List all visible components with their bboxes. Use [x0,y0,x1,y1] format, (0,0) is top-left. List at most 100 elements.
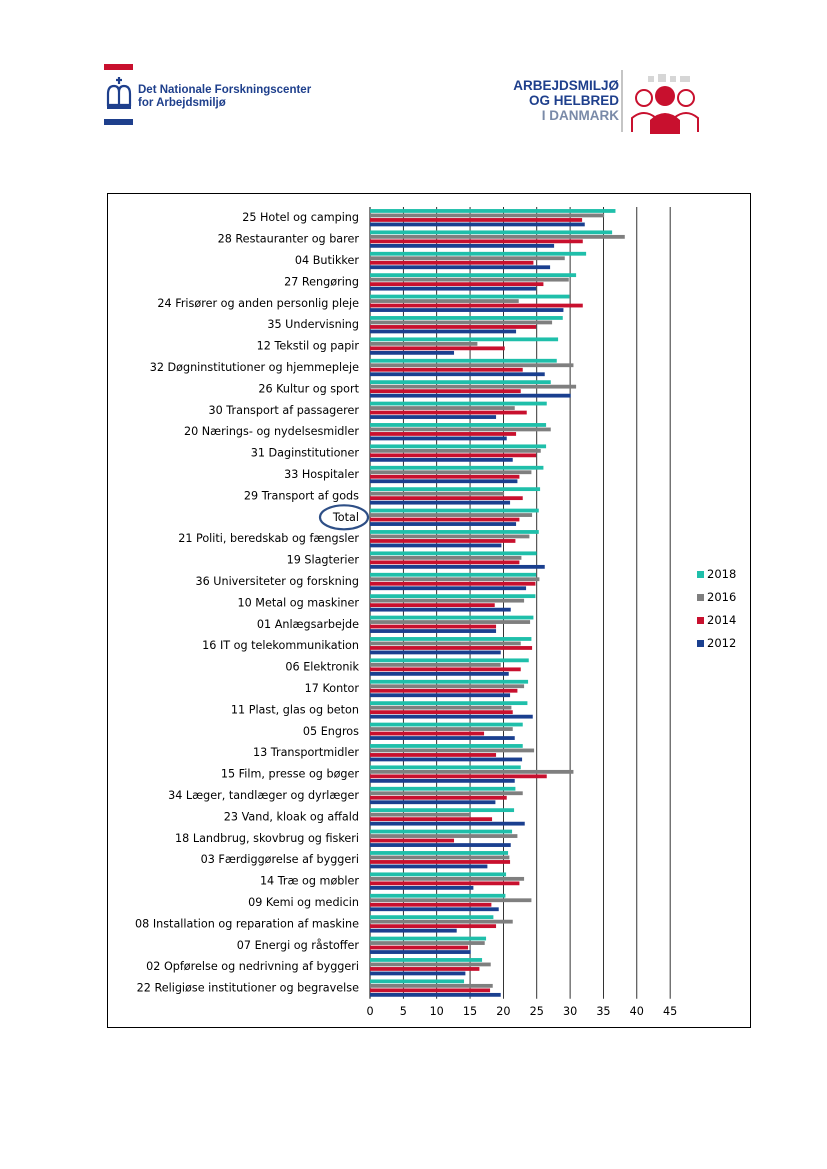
bar-2012-16 [370,564,545,569]
bar-2012-11 [370,457,513,462]
legend-item-2014: 2014 [697,613,749,636]
bar-2018-30 [370,851,509,855]
category-label-27: 34 Læger, tandlæger og dyrlæger [168,789,359,802]
bar-2012-23 [370,714,533,719]
bar-2016-8 [370,384,577,389]
bar-2012-32 [370,907,499,912]
category-label-24: 05 Engros [303,725,359,738]
category-label-31: 14 Træ og møbler [260,875,359,888]
category-label-15: 21 Politi, beredskab og fængsler [178,532,359,545]
bar-2014-18 [370,603,495,608]
bar-2012-2 [370,265,551,270]
bar-2018-5 [370,316,563,320]
x-tick-label-15: 15 [463,1005,477,1018]
category-label-11: 31 Daginstitutioner [251,447,360,460]
bar-2014-36 [370,988,491,993]
bar-2016-29 [370,834,518,838]
bar-2012-12 [370,479,518,484]
bar-2012-34 [370,950,471,954]
bar-2014-6 [370,346,505,351]
bar-2018-35 [370,958,483,962]
bar-2018-9 [370,401,547,406]
bar-2016-23 [370,705,512,710]
category-label-22: 17 Kontor [305,682,360,695]
bar-2014-26 [370,774,547,779]
bar-2016-31 [370,876,525,881]
bar-2018-11 [370,444,547,449]
bar-2012-36 [370,992,501,997]
bar-2018-10 [370,423,547,427]
bar-2012-18 [370,607,511,612]
people-icon [631,74,699,134]
bar-2014-35 [370,967,480,971]
bar-2012-14 [370,522,517,526]
category-label-21: 06 Elektronik [285,661,359,674]
bar-chart: 25 Hotel og camping 28 Restauranter og ba… [135,207,677,1018]
bar-2016-15 [370,534,530,539]
bar-2018-0 [370,209,616,213]
category-label-23: 11 Plast, glas og beton [231,703,359,716]
bar-2018-18 [370,594,536,599]
bar-2014-24 [370,731,485,736]
bar-2016-10 [370,427,551,432]
bar-2016-2 [370,256,565,261]
bar-2014-27 [370,795,507,800]
bar-2014-33 [370,924,497,929]
bar-2018-7 [370,358,557,363]
bar-2018-25 [370,744,523,748]
bar-2016-12 [370,470,532,475]
legend-swatch-2016 [697,594,704,601]
bar-2012-33 [370,928,457,933]
bar-2016-3 [370,277,569,282]
bar-2014-16 [370,560,520,565]
bar-2014-3 [370,282,544,287]
legend-item-2016: 2016 [697,590,749,613]
bar-2018-21 [370,658,529,663]
bar-2014-23 [370,710,513,715]
category-label-18: 10 Metal og maskiner [238,596,360,609]
bar-2016-19 [370,620,531,624]
bar-2016-32 [370,898,532,903]
bar-2014-11 [370,453,537,458]
amh-line3: I DANMARK [541,108,619,123]
bar-2012-9 [370,415,497,419]
bar-2016-4 [370,299,519,303]
category-label-3: 27 Rengøring [284,275,359,288]
amh-logo-text: ARBEJDSMILJØ OG HELBRED I DANMARK [513,78,619,123]
x-tick-label-35: 35 [596,1005,610,1018]
bar-2012-22 [370,693,511,698]
category-label-8: 26 Kultur og sport [258,382,359,395]
nfa-top-red-bar [104,64,133,70]
bar-2014-10 [370,432,517,436]
bar-2014-30 [370,860,511,864]
x-tick-label-30: 30 [563,1005,577,1018]
category-label-9: 30 Transport af passagerer [209,404,360,417]
bar-2016-5 [370,320,553,325]
category-label-4: 24 Frisører og anden personlig pleje [157,297,359,310]
x-tick-label-10: 10 [430,1005,444,1018]
bar-2018-1 [370,230,613,235]
category-label-16: 19 Slagterier [287,554,360,567]
bar-2018-14 [370,508,539,513]
legend-label-2018: 2018 [707,567,737,581]
bar-2012-35 [370,971,466,976]
bar-2012-20 [370,650,501,655]
highlight-circle [318,504,370,531]
nfa-name-line1: Det Nationale Forskningscenter [138,84,312,96]
x-tick-label-5: 5 [400,1005,407,1018]
legend-item-2012: 2012 [697,636,749,659]
bar-2016-25 [370,748,535,753]
bar-2012-29 [370,843,511,847]
bar-2014-22 [370,688,518,693]
bar-2012-15 [370,543,502,548]
bar-2018-20 [370,637,532,641]
category-label-29: 18 Landbrug, skovbrug og fiskeri [175,832,359,845]
bar-2014-17 [370,581,536,586]
category-label-19: 01 Anlægsarbejde [257,618,359,631]
bar-2014-13 [370,496,523,501]
category-label-25: 13 Transportmidler [253,746,359,759]
category-label-2: 04 Butikker [295,254,359,267]
bar-2016-9 [370,406,515,410]
bar-2018-36 [370,979,465,984]
bar-2012-19 [370,629,497,633]
